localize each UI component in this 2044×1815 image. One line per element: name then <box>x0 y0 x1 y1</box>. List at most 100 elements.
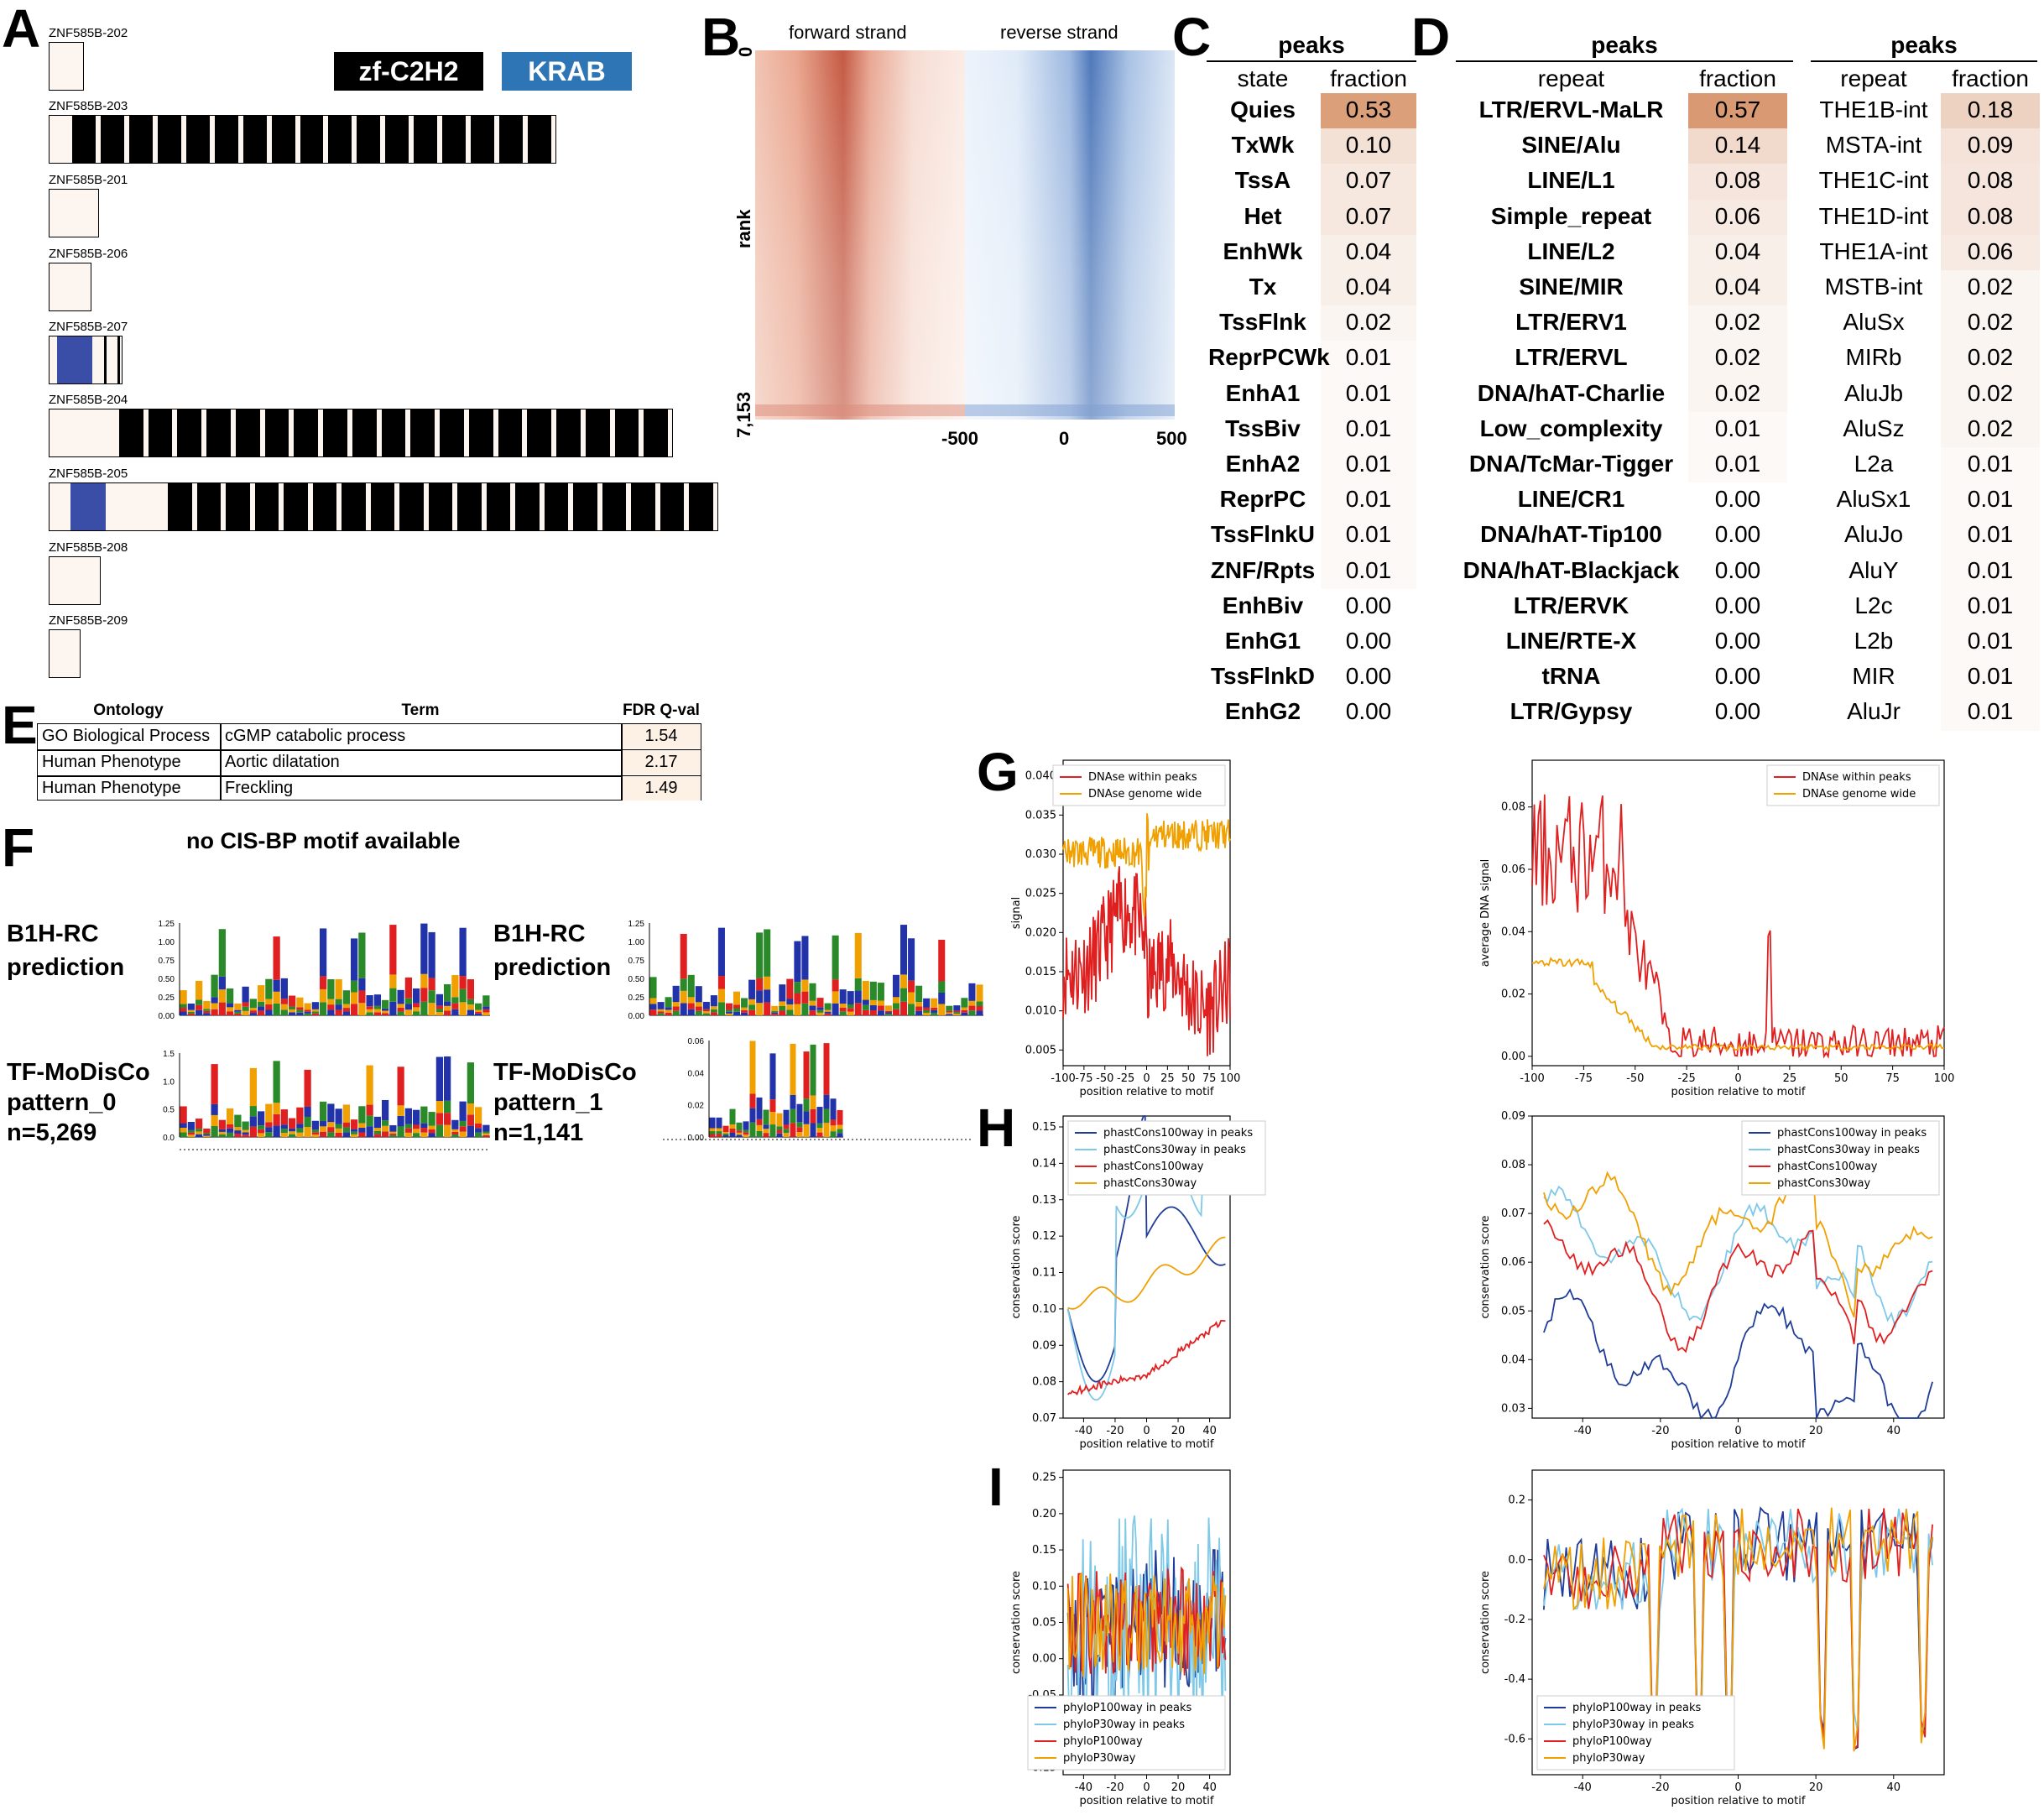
y-axis-label: conservation score <box>1010 1215 1023 1318</box>
logo-letter <box>366 1126 373 1137</box>
logo-letter <box>234 1013 242 1015</box>
series-line-phastcons30way-in-peaks <box>1543 1185 1933 1329</box>
table-row-value: 0.04 <box>1714 237 1761 264</box>
logo-letter <box>218 1131 226 1134</box>
chart-legend <box>1536 1695 1735 1771</box>
y-axis-label: conservation score <box>1479 1571 1492 1674</box>
table-row-name: L2b <box>1854 628 1894 654</box>
logo-letter <box>249 1067 257 1107</box>
logo-letter <box>451 1009 459 1015</box>
logo-letter <box>187 1134 195 1137</box>
series-line-dnase-within-peaks <box>1531 794 1945 1059</box>
heat-cell <box>1688 234 1787 270</box>
transcript-track <box>49 629 81 678</box>
table-row-value: 0.08 <box>1714 167 1761 194</box>
x-tick-label: -75 <box>1575 1072 1593 1085</box>
transcript-track <box>49 556 101 605</box>
no-cisbp-note: no CIS-BP motif available <box>186 828 461 853</box>
heat-cell <box>1321 518 1416 554</box>
logo-letter <box>289 1128 296 1132</box>
table-row-value: 0.06 <box>1714 202 1761 229</box>
logo-letter <box>961 1009 968 1013</box>
tfmodisco-label-1: TF-MoDisCo pattern_1 n=1,141 <box>493 1059 637 1146</box>
logo-letter <box>741 1007 748 1010</box>
table-row-value: 0.01 <box>1967 556 2014 583</box>
transcript-track <box>49 189 99 237</box>
logo-letter <box>717 988 725 1003</box>
heat-cell <box>1321 553 1416 589</box>
table-row-name: AluJr <box>1847 698 1901 725</box>
logo-letter <box>296 1009 304 1013</box>
logo-letter <box>756 990 764 1004</box>
table-row-name: DNA/hAT-Blackjack <box>1463 556 1680 583</box>
logo-letter <box>741 1009 748 1013</box>
logo-letter <box>397 989 404 1004</box>
logo-letter <box>915 1006 923 1011</box>
x-tick-label: 20 <box>1171 1781 1186 1794</box>
y-tick-label: 0.02 <box>1501 988 1525 1001</box>
logo-letter <box>342 1127 350 1133</box>
logo-letter <box>725 1011 733 1014</box>
logo-letter <box>296 1107 304 1124</box>
heat-cell <box>1688 128 1787 164</box>
logo-letter <box>756 1124 763 1131</box>
logo-letter <box>211 1009 218 1015</box>
heat-cell <box>1941 93 2040 129</box>
logo-letter <box>672 1006 680 1011</box>
table-row-name: LTR/ERVL <box>1515 344 1628 371</box>
logo-letter <box>404 1132 412 1137</box>
logo-letter <box>234 1134 242 1137</box>
table-row-value: 0.00 <box>1714 592 1761 618</box>
logo-letter <box>884 1012 892 1014</box>
logo-letter <box>779 984 786 1002</box>
logo-letter <box>839 989 847 1004</box>
table-row-name: Het <box>1244 202 1282 229</box>
logo-letter <box>816 1107 823 1124</box>
logo-letter <box>976 1010 983 1015</box>
logo-letter <box>296 997 304 1008</box>
logo-letter <box>234 1011 242 1014</box>
logo-letter <box>211 1114 218 1126</box>
table-col-header: fraction <box>1330 65 1407 91</box>
logo-letter <box>444 1001 451 1006</box>
x-tick-label: -40 <box>1574 1425 1592 1437</box>
logo-letter <box>467 1114 474 1126</box>
logo-letter <box>366 1009 373 1013</box>
logo-ytick: 1.0 <box>163 1077 175 1087</box>
logo-letter <box>764 989 771 1003</box>
table-rule <box>1811 60 2037 62</box>
logo-letter <box>796 1103 803 1123</box>
logo-letter <box>482 1131 490 1134</box>
logo-letter <box>482 995 490 1007</box>
zf-domain <box>72 115 96 164</box>
logo-letter <box>908 938 915 981</box>
table-row-name: tRNA <box>1541 663 1601 690</box>
logo-letter <box>482 1006 490 1009</box>
x-tick-label: -100 <box>1520 1072 1545 1085</box>
logo-letter <box>459 1126 467 1132</box>
table-e-rowline <box>37 775 701 777</box>
logo-letter <box>756 978 764 991</box>
table-row-value: 0.04 <box>1345 274 1392 300</box>
series-line-phastcons100way <box>1066 1319 1226 1396</box>
y-tick-label: 0.06 <box>1501 1256 1525 1269</box>
transcript-label: ZNF585B-201 <box>49 173 128 187</box>
table-row-value: 0.01 <box>1967 628 2014 654</box>
zf-domain <box>214 115 238 164</box>
table-row-name: SINE/MIR <box>1519 274 1624 300</box>
zf-domain <box>689 482 713 531</box>
zf-domain <box>104 336 107 384</box>
logo-letter <box>180 1106 187 1124</box>
logo-letter <box>695 1006 702 1011</box>
logo-letter <box>716 1128 722 1132</box>
logo-letter <box>428 1112 435 1126</box>
logo-letter <box>764 976 771 990</box>
logo-letter <box>227 1003 234 1008</box>
zf-domain <box>119 409 143 457</box>
zf-domain <box>328 115 352 164</box>
logo-letter <box>273 936 280 980</box>
logo-letter <box>420 973 428 988</box>
logo-letter <box>203 1135 211 1137</box>
